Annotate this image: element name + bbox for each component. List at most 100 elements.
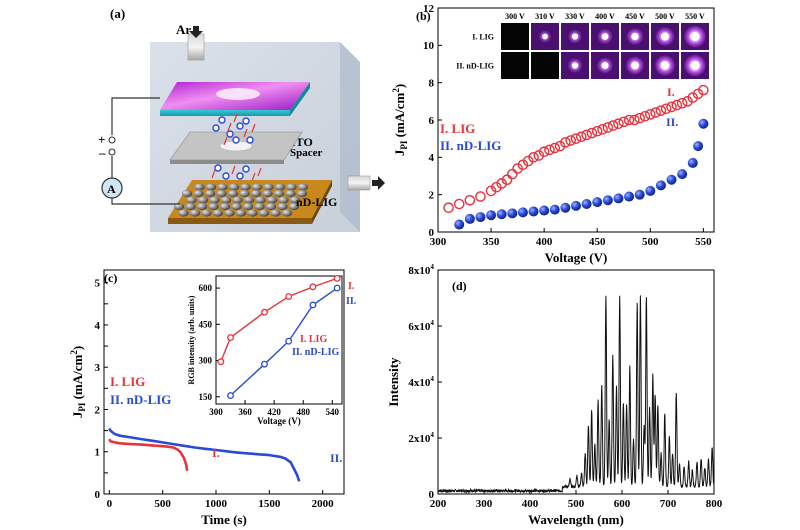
x-tick-label: 2000	[312, 498, 335, 510]
ndlig-nodule	[288, 202, 300, 211]
ndlig-nodule	[239, 189, 250, 198]
x-tick-label: 200	[430, 498, 447, 510]
circuit	[111, 97, 180, 205]
ndlig-nodule	[270, 209, 281, 217]
lig-data-point	[660, 103, 672, 115]
lig-data-point	[655, 105, 667, 116]
lig-data-point	[512, 163, 523, 174]
ndlig-nodule	[265, 202, 277, 211]
lig-data-point	[496, 178, 507, 189]
lig-data-point	[522, 155, 534, 167]
plasma-photo-cell	[501, 23, 529, 50]
ammeter-icon	[101, 177, 123, 199]
lig-data-point	[623, 114, 635, 126]
plasma-core	[601, 62, 609, 69]
photo-inset-column-label: 310 V	[535, 12, 555, 21]
panel-b-photo-inset: 300 V 310 V 330 V 400 V 450 V 500 V 550 V I. LI…	[456, 12, 711, 79]
x-tick-label: 1500	[258, 498, 281, 510]
panel-d-label: (d)	[452, 279, 467, 293]
inset-ndlig-point	[227, 392, 234, 399]
y-tick-label: 4	[95, 320, 101, 332]
ndlig-nodule	[186, 196, 197, 204]
lig-current-line	[108, 438, 189, 472]
electron-cloud	[211, 113, 262, 182]
electron-particle	[232, 136, 240, 144]
y-tick-label: 5	[95, 278, 101, 290]
ndlig-data-point	[454, 219, 465, 230]
panel-b-end-label-ndlig: II.	[666, 115, 678, 129]
ion-arrow	[233, 113, 238, 123]
ndlig-data-point	[464, 213, 475, 224]
photo-inset-row-label: I. LIG	[472, 33, 494, 42]
emission-spectrum-line	[437, 295, 715, 494]
panel-d-ylabel: Intensity	[386, 357, 401, 407]
x-tick-label: 0	[107, 498, 113, 510]
lig-data-point	[591, 125, 603, 137]
ndlig-data-point	[517, 207, 528, 218]
lig-data-point	[443, 202, 454, 214]
photo-inset-column-label: 500 V	[655, 12, 675, 21]
plasma-photo-cell	[531, 52, 559, 79]
x-tick-label: 420	[267, 407, 281, 417]
lig-data-point	[634, 112, 645, 124]
panel-d-chart: (d) 200 300 400 500 600 700 800 0 2x104 4x104 6x10…	[386, 263, 723, 527]
panel-c-end-label-ndlig: II.	[330, 451, 342, 465]
lig-data-point	[560, 137, 571, 148]
ndlig-nodule	[263, 183, 274, 191]
panel-c-inset-series	[217, 274, 341, 399]
ndlig-nodule	[205, 183, 217, 191]
ndlig-nodule	[196, 202, 208, 211]
y-tick-label: 1	[95, 447, 101, 459]
plasma-core	[690, 32, 700, 41]
ndlig-nodule	[266, 196, 278, 204]
plasma-core	[631, 32, 639, 41]
photo-inset-column-label: 450 V	[625, 12, 645, 21]
ndlig-nodule	[235, 209, 247, 217]
lig-data-point	[645, 109, 656, 120]
photo-inset-column-label: 550 V	[685, 12, 705, 21]
lig-data-point	[682, 96, 693, 107]
electron-particle	[242, 117, 250, 125]
ndlig-data-point	[677, 169, 688, 180]
ndlig-data-point	[634, 189, 645, 200]
inlet-arrow-icon	[189, 26, 203, 38]
lig-data-point	[666, 101, 677, 113]
ion-arrow	[257, 167, 262, 177]
x-tick-label: 400	[536, 236, 553, 248]
inset-lig-point	[285, 293, 293, 300]
outlet-arrow-icon	[372, 176, 385, 190]
panel-c-chart: (c) 0 500 1000 1500 2000 0 1 2 3 4 5 I. LIG II. nD…	[69, 269, 357, 527]
ndlig-nodule	[185, 202, 196, 211]
panel-c-inset-legend-ndlig: II. nD-LIG	[292, 347, 339, 358]
ndlig-nodule	[209, 196, 220, 204]
y-tick-exponent: 4	[430, 431, 434, 439]
ndlig-nodule	[296, 189, 308, 198]
ndlig-nodule	[193, 189, 204, 198]
y-tick-label: 600	[199, 283, 213, 293]
inset-lig-point	[227, 334, 234, 342]
ion-arrow	[227, 122, 232, 132]
ndlig-nodules	[173, 183, 309, 217]
x-tick-label: 450	[589, 236, 606, 248]
x-tick-label: 360	[238, 407, 252, 417]
ndlig-data-point	[624, 191, 635, 202]
ndlig-data-point	[486, 210, 497, 221]
panel-c-inset-legend-lig: I. LIG	[300, 334, 327, 345]
inset-ndlig-point	[333, 284, 341, 292]
ndlig-nodule	[216, 189, 227, 198]
x-tick-label: 300	[209, 407, 223, 417]
panel-c-series	[108, 427, 301, 482]
ndlig-data-point	[613, 193, 624, 204]
panel-a-label: (a)	[110, 6, 125, 21]
photo-inset-column-label: 400 V	[595, 12, 615, 21]
terminal-positive	[108, 136, 116, 144]
ndlig-nodule	[254, 202, 265, 211]
plasma-core	[661, 32, 669, 41]
ndlig-data-point	[645, 185, 656, 196]
ion-arrow	[251, 172, 256, 182]
panel-c-inset-xlabel: Voltage (V)	[257, 416, 300, 426]
y-tick-label: 150	[199, 392, 213, 402]
lig-data-point	[581, 129, 592, 141]
plasma-core	[690, 61, 700, 70]
